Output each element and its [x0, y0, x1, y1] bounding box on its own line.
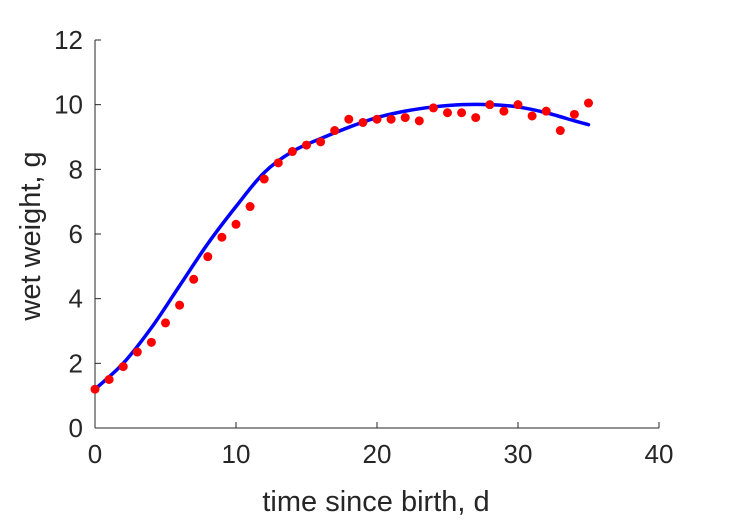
data-point [287, 147, 297, 157]
data-point [132, 347, 142, 357]
data-point [217, 232, 227, 242]
data-point [414, 116, 424, 126]
data-point [90, 384, 100, 394]
data-points-group [90, 98, 593, 394]
y-tick-label: 0 [69, 413, 83, 443]
data-point [273, 158, 283, 168]
ticks: 0 10 20 30 40 0 2 4 6 8 10 12 [54, 25, 673, 469]
data-point [499, 106, 509, 116]
data-point [203, 252, 213, 262]
fit-curve-group [93, 102, 591, 391]
data-point [189, 274, 199, 284]
data-point [358, 117, 368, 127]
data-point [386, 114, 396, 124]
x-tick-label: 0 [88, 439, 102, 469]
data-point [584, 98, 593, 108]
data-point [457, 108, 467, 118]
data-point [400, 113, 410, 123]
axes [94, 40, 659, 429]
data-point [513, 100, 523, 110]
data-point [344, 114, 354, 124]
data-point [118, 362, 128, 372]
data-point [555, 126, 565, 136]
x-axis-label: time since birth, d [262, 486, 489, 518]
y-axis-label: wet weight, g [15, 151, 47, 321]
x-tick-label: 30 [504, 439, 533, 469]
data-point [471, 113, 481, 123]
y-tick-label: 6 [69, 219, 83, 249]
y-tick-label: 10 [54, 90, 83, 120]
data-point [443, 108, 452, 118]
data-point [161, 318, 170, 328]
data-point [302, 140, 311, 150]
data-point [485, 100, 495, 110]
data-point [527, 111, 537, 121]
data-point [146, 337, 156, 347]
data-point [372, 114, 382, 124]
y-tick-label: 4 [69, 284, 83, 314]
data-point [569, 109, 579, 119]
y-tick-label: 8 [69, 154, 83, 184]
data-point [175, 300, 185, 310]
data-point [231, 219, 241, 229]
fit-curve [93, 102, 591, 391]
data-point [316, 137, 326, 147]
data-point [259, 174, 269, 184]
y-tick-label: 12 [54, 25, 83, 55]
x-tick-label: 10 [222, 439, 251, 469]
x-tick-label: 40 [645, 439, 674, 469]
data-point [428, 103, 438, 113]
data-point [245, 202, 255, 212]
data-point [104, 375, 114, 384]
y-tick-label: 2 [69, 348, 83, 378]
x-tick-label: 20 [363, 439, 392, 469]
data-point [330, 126, 340, 136]
data-point [541, 106, 551, 116]
